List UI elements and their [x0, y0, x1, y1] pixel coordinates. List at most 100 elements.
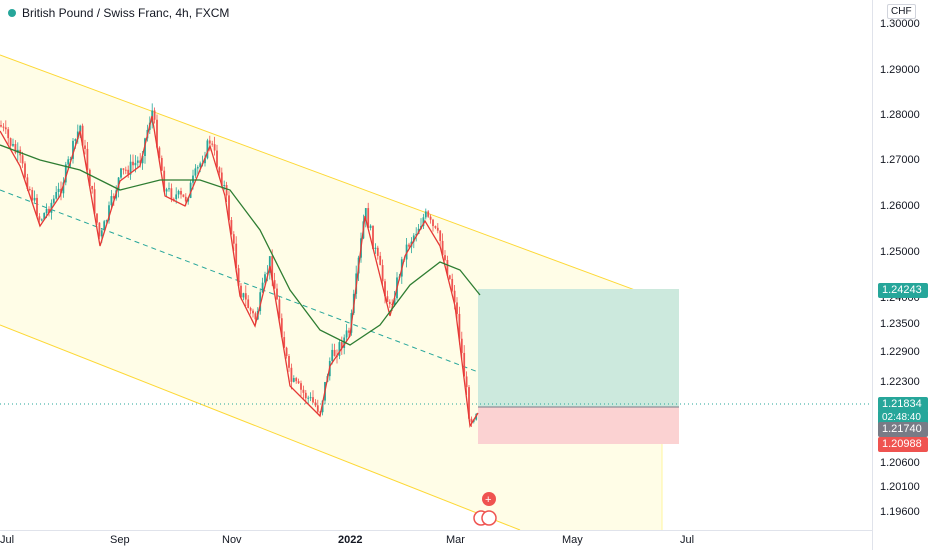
candle-body	[86, 148, 89, 170]
candle-body	[28, 188, 31, 191]
candle-body	[134, 162, 137, 166]
candle-body	[235, 243, 238, 269]
candle-body	[331, 349, 334, 361]
price-tick-label: 1.20100	[880, 481, 920, 493]
candle-body	[88, 169, 91, 186]
currency-label[interactable]: CHF	[887, 4, 916, 19]
candle-body	[213, 144, 216, 151]
candle-body	[74, 139, 77, 141]
candle-body	[182, 194, 185, 197]
candle-body	[309, 397, 312, 399]
candle-body	[273, 280, 276, 289]
candle-body	[228, 195, 230, 221]
candle-body	[24, 163, 26, 178]
candle-body	[7, 129, 10, 139]
candle-body	[98, 222, 101, 237]
candle-body	[434, 226, 437, 228]
candle-body	[441, 240, 444, 256]
candle-body	[168, 188, 170, 190]
candle-body	[432, 219, 434, 227]
symbol-description: British Pound / Swiss Franc, 4h, FXCM	[22, 6, 230, 20]
news-event-icon	[481, 510, 497, 526]
candle-body	[21, 155, 24, 164]
candle-body	[33, 197, 36, 201]
candle-body	[444, 255, 446, 261]
candle-body	[4, 127, 7, 130]
time-tick-label: Nov	[222, 534, 242, 546]
entry-price-tag: 1.21740	[878, 422, 928, 437]
candle-body	[156, 119, 158, 148]
candle-body	[76, 131, 79, 140]
candle-body	[369, 225, 372, 228]
candle-body	[247, 299, 250, 308]
price-tick-label: 1.30000	[880, 18, 920, 30]
candle-body	[415, 233, 418, 236]
candle-body	[468, 387, 470, 419]
candle-body	[108, 205, 110, 221]
candle-body	[230, 220, 233, 235]
candle-body	[136, 160, 139, 163]
candle-body	[110, 196, 113, 206]
time-tick-label: 2022	[338, 534, 363, 546]
candle-body	[288, 356, 290, 368]
candle-body	[244, 293, 247, 300]
candle-body	[451, 278, 454, 291]
candle-body	[427, 211, 430, 217]
stop-zone	[478, 407, 679, 444]
candle-body	[302, 389, 305, 393]
candle-body	[283, 337, 286, 348]
candle-body	[261, 282, 264, 293]
candle-body	[211, 143, 214, 145]
candle-body	[122, 168, 125, 170]
candle-body	[271, 256, 274, 281]
candle-body	[216, 150, 218, 168]
price-tick-label: 1.25000	[880, 246, 920, 258]
candle-body	[124, 169, 127, 171]
candle-body	[199, 163, 202, 168]
candle-body	[300, 383, 302, 390]
candle-body	[194, 168, 197, 176]
price-tick-label: 1.27000	[880, 154, 920, 166]
candle-body	[218, 167, 221, 173]
time-tick-label: Mar	[446, 534, 465, 546]
candle-body	[338, 342, 341, 357]
candle-body	[280, 318, 283, 338]
candle-body	[55, 192, 58, 199]
candle-body	[57, 188, 60, 193]
candle-body	[127, 169, 130, 175]
candle-body	[225, 185, 228, 196]
target-zone	[478, 289, 679, 407]
candle-body	[79, 125, 82, 132]
candle-body	[163, 170, 166, 192]
candle-body	[192, 175, 194, 183]
flag-event-icon-glyph: +	[485, 494, 491, 506]
price-tick-label: 1.29000	[880, 64, 920, 76]
candle-body	[184, 196, 187, 202]
candle-body	[367, 208, 370, 228]
candle-body	[141, 156, 144, 164]
candle-body	[259, 292, 262, 312]
candle-body	[132, 161, 134, 166]
candle-body	[232, 234, 235, 244]
candle-body	[439, 230, 442, 241]
candle-body	[374, 247, 377, 249]
candle-body	[91, 185, 94, 190]
candle-body	[453, 290, 456, 303]
candle-body	[129, 161, 132, 175]
candle-body	[278, 299, 281, 319]
candle-body	[460, 338, 463, 353]
price-tick-label: 1.22300	[880, 376, 920, 388]
candle-body	[242, 293, 245, 298]
candle-body	[249, 307, 252, 311]
candle-body	[120, 168, 122, 178]
candle-body	[189, 182, 192, 198]
candle-body	[165, 189, 168, 192]
candle-body	[276, 288, 278, 300]
candle-body	[139, 160, 142, 164]
slow-moving-average	[0, 144, 481, 346]
candle-body	[105, 220, 108, 222]
candle-body	[206, 140, 209, 159]
candle-body	[446, 260, 449, 276]
candle-body	[208, 140, 211, 144]
